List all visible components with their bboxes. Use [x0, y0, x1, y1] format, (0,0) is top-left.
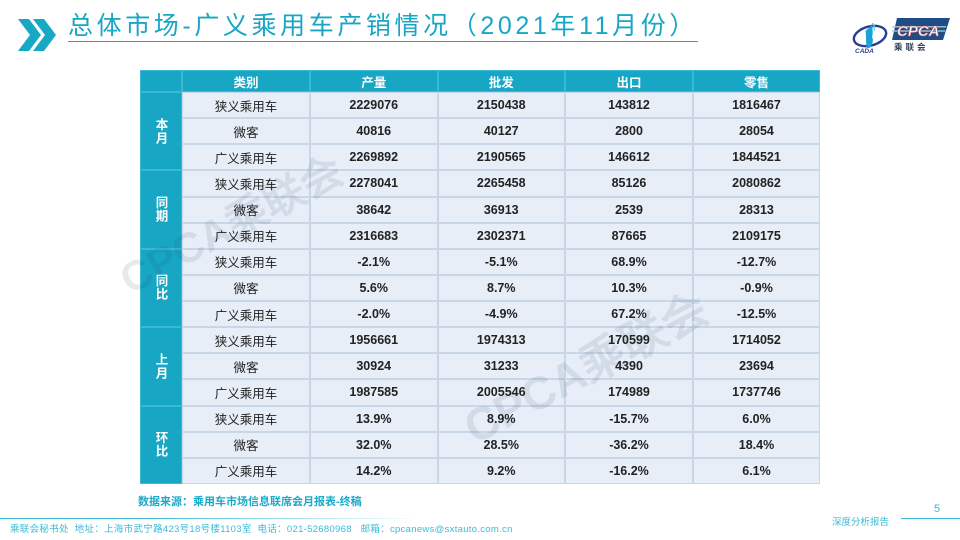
- svg-text:CADA: CADA: [855, 48, 874, 54]
- svg-text:CPCA: CPCA: [897, 23, 940, 40]
